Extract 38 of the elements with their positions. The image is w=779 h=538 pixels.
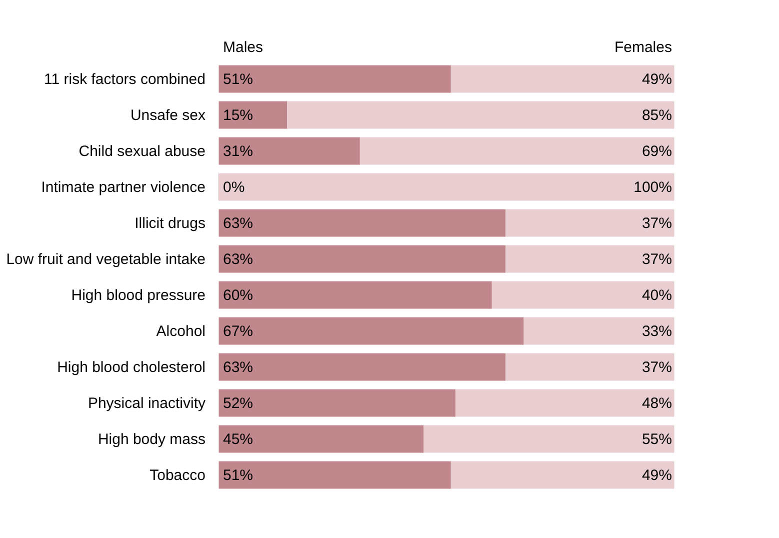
y-tick-label: High body mass [98, 431, 206, 448]
data-label: 69% [642, 143, 672, 160]
data-label: 31% [223, 143, 254, 160]
series-label: Males [223, 39, 264, 56]
data-label: 52% [223, 395, 254, 412]
data-label: 51% [223, 71, 254, 88]
series-label: Females [614, 39, 672, 56]
y-tick-label: High blood cholesterol [57, 359, 206, 376]
data-label: 60% [223, 287, 254, 304]
data-label: 55% [642, 431, 672, 448]
data-label: 48% [642, 395, 672, 412]
data-label: 37% [642, 215, 672, 232]
data-label: 37% [642, 359, 672, 376]
y-tick-label: Child sexual abuse [78, 143, 206, 160]
data-label: 49% [642, 467, 672, 484]
data-label: 63% [223, 215, 254, 232]
data-label: 51% [223, 467, 254, 484]
data-label: 85% [642, 107, 672, 124]
y-tick-label: Tobacco [150, 467, 206, 484]
data-label: 100% [634, 179, 672, 196]
y-tick-label: Physical inactivity [88, 395, 206, 412]
data-label: 0% [223, 179, 245, 196]
data-label: 37% [642, 251, 672, 268]
data-label: 63% [223, 251, 254, 268]
y-tick-label: 11 risk factors combined [44, 71, 206, 88]
y-tick-label: Unsafe sex [130, 107, 206, 124]
data-label: 15% [223, 107, 254, 124]
data-label: 49% [642, 71, 672, 88]
y-tick-label: Low fruit and vegetable intake [6, 251, 206, 268]
y-tick-label: Intimate partner violence [41, 179, 206, 196]
data-label: 45% [223, 431, 254, 448]
y-tick-label: High blood pressure [71, 287, 206, 304]
data-label: 40% [642, 287, 672, 304]
data-label: 33% [642, 323, 672, 340]
y-tick-label: Alcohol [156, 323, 206, 340]
data-label: 63% [223, 359, 254, 376]
y-tick-label: Illicit drugs [134, 215, 206, 232]
data-label: 67% [223, 323, 254, 340]
